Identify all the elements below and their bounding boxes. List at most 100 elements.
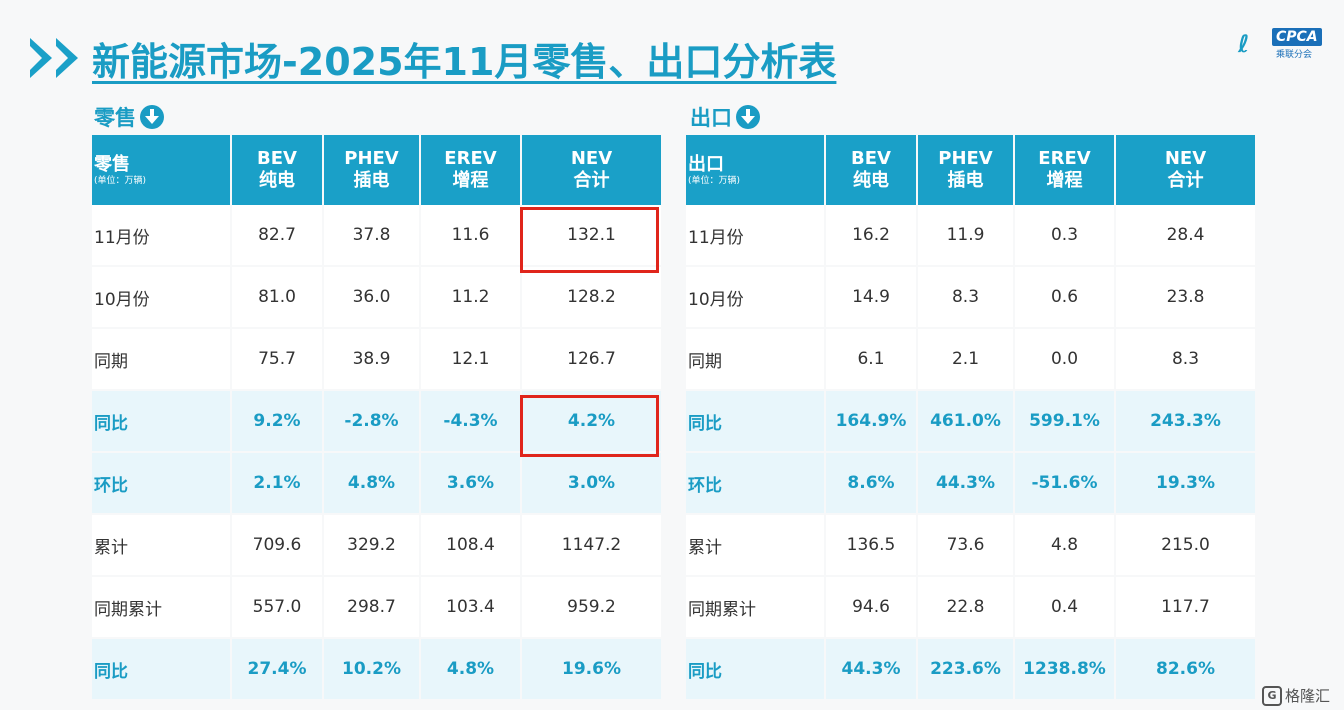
table-cell: 0.4: [1015, 577, 1116, 639]
table-cell: 2.1%: [232, 453, 324, 515]
table-cell: 37.8: [324, 205, 421, 267]
gelonghui-text: 格隆汇: [1284, 687, 1330, 705]
table-cell: 36.0: [324, 267, 421, 329]
chevron-right-icon: [30, 38, 82, 78]
export-column-name: 合计: [1167, 170, 1204, 191]
export-column-code: BEV: [851, 148, 891, 169]
table-cell: 4.8%: [421, 639, 522, 701]
table-cell: 82.6%: [1116, 639, 1257, 701]
table-cell: 16.2: [826, 205, 918, 267]
retail-column-name: 增程: [452, 170, 489, 191]
table-cell: 959.2: [522, 577, 663, 639]
row-label: 累计: [686, 515, 826, 577]
retail-column-code: PHEV: [344, 148, 399, 169]
table-cell: -2.8%: [324, 391, 421, 453]
table-cell: 10.2%: [324, 639, 421, 701]
table-cell: 108.4: [421, 515, 522, 577]
row-label: 环比: [92, 453, 232, 515]
arrow-down-circle-icon: [736, 105, 760, 129]
table-cell: 82.7: [232, 205, 324, 267]
retail-header-label: 零售 (单位：万辆): [92, 135, 232, 205]
table-cell: 11.9: [918, 205, 1015, 267]
table-cell: 164.9%: [826, 391, 918, 453]
export-column-code: NEV: [1164, 148, 1207, 169]
table-cell: 132.1: [522, 205, 663, 267]
retail-column-header: BEV 纯电: [232, 135, 324, 205]
retail-column-header: EREV 增程: [421, 135, 522, 205]
table-cell: 0.3: [1015, 205, 1116, 267]
row-label: 同期: [686, 329, 826, 391]
table-cell: 215.0: [1116, 515, 1257, 577]
highlight-box-nov-nev: [520, 207, 659, 273]
table-cell: 73.6: [918, 515, 1015, 577]
table-cell: 117.7: [1116, 577, 1257, 639]
table-cell: 2.1: [918, 329, 1015, 391]
retail-header-title: 零售: [94, 153, 130, 175]
table-cell: -4.3%: [421, 391, 522, 453]
export-column-name: 增程: [1046, 170, 1083, 191]
retail-header-unit: (单位：万辆): [94, 175, 147, 186]
table-cell: 8.3: [1116, 329, 1257, 391]
table-cell: 8.6%: [826, 453, 918, 515]
page-title: 新能源市场-2025年11月零售、出口分析表: [92, 39, 837, 84]
table-cell: 12.1: [421, 329, 522, 391]
row-label: 同期累计: [92, 577, 232, 639]
cpca-logo: ℓ CPCA 乘联分会: [1238, 26, 1330, 60]
retail-column-name: 插电: [353, 170, 390, 191]
table-cell: 223.6%: [918, 639, 1015, 701]
table-cell: 44.3%: [826, 639, 918, 701]
table-cell: 27.4%: [232, 639, 324, 701]
row-label: 同比: [92, 391, 232, 453]
table-cell: 6.1: [826, 329, 918, 391]
retail-column-header: PHEV 插电: [324, 135, 421, 205]
table-cell: 75.7: [232, 329, 324, 391]
row-label: 环比: [686, 453, 826, 515]
export-column-code: PHEV: [938, 148, 993, 169]
row-label: 同期: [92, 329, 232, 391]
table-cell: 0.6: [1015, 267, 1116, 329]
table-cell: 4.8: [1015, 515, 1116, 577]
table-cell: 1147.2: [522, 515, 663, 577]
table-cell: 22.8: [918, 577, 1015, 639]
table-cell: 126.7: [522, 329, 663, 391]
gelonghui-logo: G 格隆汇: [1261, 685, 1330, 706]
retail-column-name: 合计: [573, 170, 610, 191]
table-cell: 329.2: [324, 515, 421, 577]
export-section-text: 出口: [690, 106, 732, 130]
table-cell: 599.1%: [1015, 391, 1116, 453]
export-column-header: NEV 合计: [1116, 135, 1257, 205]
export-column-name: 纯电: [853, 170, 889, 191]
row-label: 11月份: [92, 205, 232, 267]
table-cell: 461.0%: [918, 391, 1015, 453]
export-table: 出口 (单位：万辆) BEV 纯电 PHEV 插电 EREV 增程 NEV 合计 11月份 16.2 1…: [686, 135, 1257, 701]
retail-column-code: BEV: [257, 148, 297, 169]
export-column-code: EREV: [1038, 148, 1091, 169]
table-cell: 136.5: [826, 515, 918, 577]
cpca-logo-subtext: 乘联分会: [1276, 50, 1313, 60]
table-cell: 19.3%: [1116, 453, 1257, 515]
row-label: 11月份: [686, 205, 826, 267]
export-column-name: 插电: [947, 170, 984, 191]
row-label: 10月份: [92, 267, 232, 329]
table-cell: 94.6: [826, 577, 918, 639]
retail-column-code: EREV: [444, 148, 497, 169]
retail-table: 零售 (单位：万辆) BEV 纯电 PHEV 插电 EREV 增程 NEV 合计 11月份 82.7 3…: [92, 135, 663, 701]
export-column-header: PHEV 插电: [918, 135, 1015, 205]
row-label: 同比: [686, 391, 826, 453]
table-cell: 38.9: [324, 329, 421, 391]
cpca-swoosh-icon: ℓ: [1238, 30, 1250, 58]
page-header: 新能源市场-2025年11月零售、出口分析表: [30, 30, 836, 86]
retail-column-header: NEV 合计: [522, 135, 663, 205]
table-cell: 709.6: [232, 515, 324, 577]
export-column-header: EREV 增程: [1015, 135, 1116, 205]
table-cell: 3.6%: [421, 453, 522, 515]
export-header-title: 出口: [688, 153, 724, 175]
table-cell: 103.4: [421, 577, 522, 639]
cpca-logo-text: CPCA: [1272, 28, 1322, 46]
table-cell: 128.2: [522, 267, 663, 329]
table-cell: 9.2%: [232, 391, 324, 453]
table-cell: 23.8: [1116, 267, 1257, 329]
row-label: 同期累计: [686, 577, 826, 639]
table-cell: 8.3: [918, 267, 1015, 329]
export-section-label: 出口: [690, 102, 760, 132]
